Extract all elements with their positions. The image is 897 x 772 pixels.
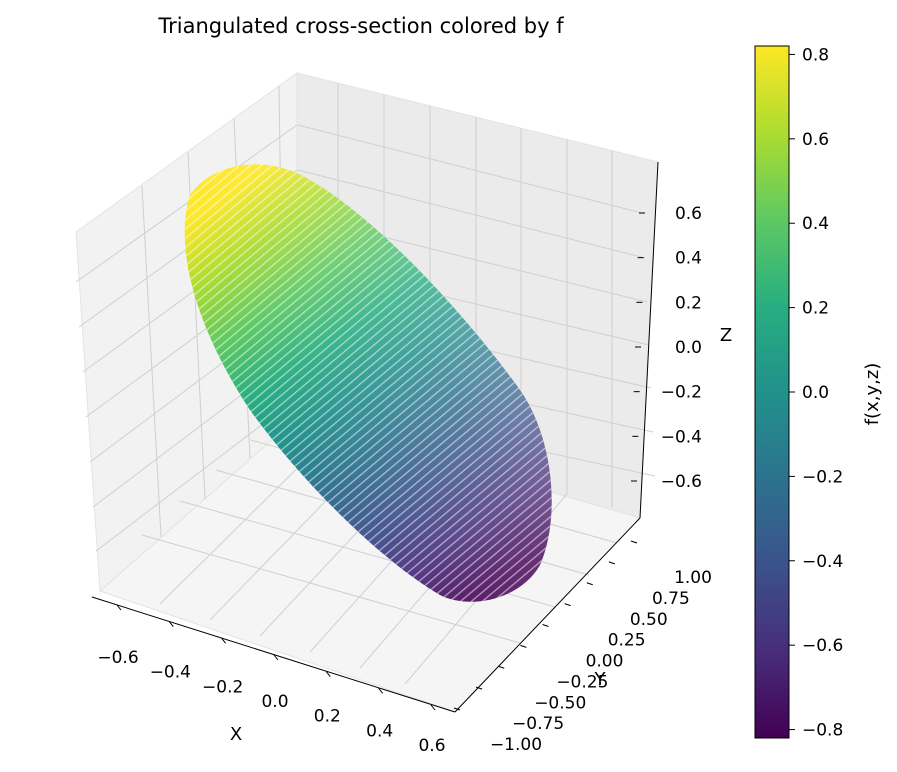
x-tick-label: 0.0	[261, 692, 288, 712]
x-tick-label: 0.2	[314, 707, 341, 727]
y-axis-label: Y	[594, 669, 607, 690]
z-tick-label: 0.0	[675, 338, 702, 358]
x-axis-label: X	[230, 724, 242, 745]
colorbar-tick-label: 0.4	[802, 214, 829, 234]
colorbar-tick-label: −0.2	[802, 467, 843, 487]
x-axis-ticks: −0.6 −0.4 −0.2 0.0 0.2 0.4 0.6	[97, 604, 446, 756]
y-tick-mark	[453, 707, 461, 711]
colorbar-tick-label: 0.6	[802, 130, 829, 150]
x-tick-mark	[221, 638, 227, 644]
y-tick-label: 1.00	[674, 568, 712, 588]
x-tick-mark	[378, 688, 384, 694]
z-axis-label: Z	[720, 325, 732, 346]
y-tick-mark	[586, 582, 593, 586]
y-tick-label: 0.00	[586, 652, 624, 672]
y-tick-label: −0.25	[556, 672, 608, 692]
z-tick-label: 0.2	[675, 293, 702, 313]
z-tick-label: −0.4	[661, 427, 702, 447]
colorbar-tick-label: 0.8	[802, 45, 829, 65]
x-tick-label: −0.4	[150, 663, 191, 683]
x-tick-label: −0.2	[202, 677, 243, 697]
y-tick-mark	[498, 665, 505, 669]
y-tick-label: −0.75	[512, 714, 564, 734]
y-tick-label: 0.25	[608, 631, 646, 651]
x-tick-mark	[168, 621, 174, 627]
y-tick-mark	[608, 561, 616, 565]
y-tick-mark	[520, 644, 527, 648]
z-tick-label: 0.6	[675, 204, 702, 224]
colorbar-gradient	[754, 45, 790, 739]
x-tick-mark	[325, 671, 331, 677]
z-tick-label: 0.4	[675, 249, 702, 269]
colorbar-tick-label: −0.8	[802, 721, 843, 741]
x-tick-label: 0.4	[366, 721, 393, 741]
x-tick-mark	[430, 704, 436, 711]
x-tick-label: −0.6	[97, 648, 138, 668]
chart-title: Triangulated cross-section colored by f	[157, 14, 564, 38]
y-tick-label: −1.00	[490, 735, 542, 755]
y-axis-ticks: −1.00−0.75−0.50−0.250.000.250.500.751.00	[453, 540, 712, 755]
colorbar: −0.8 −0.6 −0.4 −0.2 0.0 0.2 0.4 0.6 0.8 f(x,y,z)	[754, 45, 883, 741]
colorbar-ticks: −0.8 −0.6 −0.4 −0.2 0.0 0.2 0.4 0.6 0.8	[789, 45, 843, 741]
colorbar-tick-label: 0.2	[802, 299, 829, 319]
y-tick-label: −0.50	[534, 693, 586, 713]
x-tick-mark	[116, 604, 122, 611]
x-tick-mark	[273, 654, 279, 661]
z-tick-label: −0.6	[661, 472, 702, 492]
z-tick-label: −0.2	[661, 383, 702, 403]
colorbar-label: f(x,y,z)	[862, 363, 883, 426]
z-axis-ticks: 0.6 0.4 0.2 0.0 −0.2 −0.4 −0.6	[631, 204, 702, 492]
colorbar-tick-label: −0.4	[802, 552, 843, 572]
axis-lines	[91, 161, 659, 713]
x-tick-label: 0.6	[418, 736, 445, 756]
y-tick-mark	[542, 624, 549, 627]
y-tick-mark	[630, 540, 638, 544]
colorbar-tick-label: −0.6	[802, 636, 843, 656]
y-tick-label: 0.50	[630, 610, 668, 630]
y-tick-mark	[475, 686, 483, 690]
y-tick-label: 0.75	[652, 589, 690, 609]
y-tick-mark	[564, 603, 571, 607]
colorbar-tick-label: 0.0	[802, 383, 829, 403]
